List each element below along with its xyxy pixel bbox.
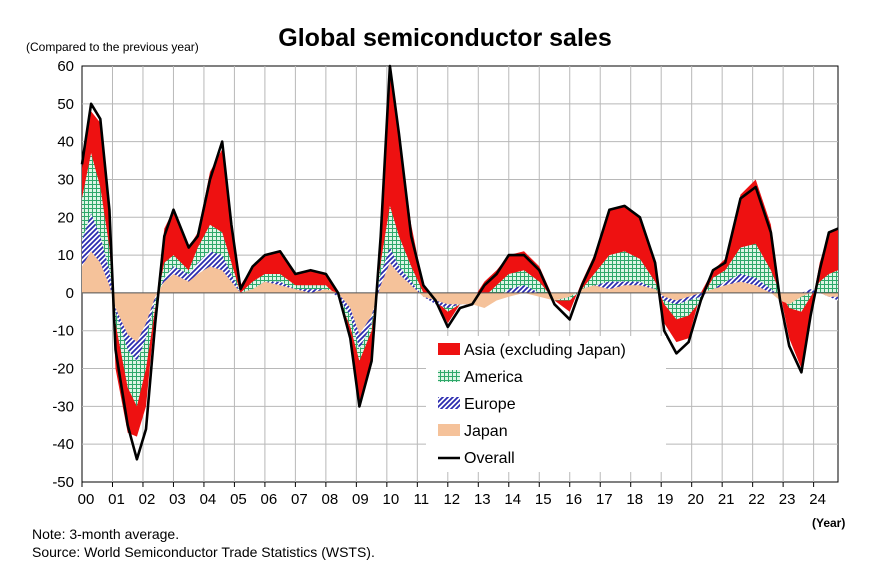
x-tick-label: 03 xyxy=(169,491,186,508)
x-tick-label: 01 xyxy=(108,491,125,508)
x-tick-label: 11 xyxy=(414,491,430,508)
x-tick-label: 15 xyxy=(535,491,552,508)
x-tick-label: 16 xyxy=(565,491,582,508)
x-tick-label: 12 xyxy=(443,491,460,508)
legend-overall-label: Overall xyxy=(464,450,515,467)
overall-line xyxy=(80,64,839,461)
x-tick-label: 10 xyxy=(382,491,399,508)
y-tick-label: -30 xyxy=(52,398,74,415)
y-tick-label: 50 xyxy=(57,96,74,113)
japan-area xyxy=(82,251,838,343)
y-tick-label: 40 xyxy=(57,134,74,151)
x-tick-label: 08 xyxy=(322,491,339,508)
stacked-areas xyxy=(82,73,838,437)
y-tick-label: 10 xyxy=(57,247,74,264)
x-tick-label: 20 xyxy=(687,491,704,508)
x-tick-label: 05 xyxy=(230,491,247,508)
chart-title: Global semiconductor sales xyxy=(278,24,612,52)
x-tick-label: 04 xyxy=(200,491,217,508)
y-tick-label: -50 xyxy=(52,474,74,491)
x-axis-label: (Year) xyxy=(812,516,846,530)
y-tick-label: 0 xyxy=(66,285,74,302)
x-tick-label: 13 xyxy=(474,491,491,508)
x-tick-label: 02 xyxy=(139,491,156,508)
x-tick-label: 23 xyxy=(779,491,796,508)
legend: Asia (excluding Japan) America Europe Japan… xyxy=(426,336,666,472)
legend-box xyxy=(426,336,666,472)
note-line: Note: 3-month average. xyxy=(32,526,180,542)
chart-notes: Note: 3-month average. Source: World Sem… xyxy=(32,525,375,561)
y-tick-label: -10 xyxy=(52,323,74,340)
y-tick-label: -40 xyxy=(52,436,74,453)
asia-area xyxy=(82,73,838,437)
legend-asia-label: Asia (excluding Japan) xyxy=(464,342,626,359)
x-tick-label: 24 xyxy=(809,491,826,508)
y-tick-label: 20 xyxy=(57,209,74,226)
x-tick-label: 00 xyxy=(78,491,95,508)
legend-america-swatch xyxy=(438,370,460,382)
overall-line-layer xyxy=(80,64,839,461)
x-tick-label: 06 xyxy=(261,491,278,508)
legend-europe-swatch xyxy=(438,397,460,409)
source-line: Source: World Semiconductor Trade Statis… xyxy=(32,544,375,560)
x-tick-label: 18 xyxy=(626,491,643,508)
x-tick-label: 17 xyxy=(596,491,613,508)
y-tick-label: 60 xyxy=(57,58,74,75)
legend-europe-label: Europe xyxy=(464,396,516,413)
y-tick-label: -20 xyxy=(52,361,74,378)
x-tick-label: 07 xyxy=(291,491,308,508)
legend-japan-label: Japan xyxy=(464,423,508,440)
x-tick-label: 14 xyxy=(504,491,521,508)
x-tick-label: 19 xyxy=(657,491,674,508)
x-tick-label: 22 xyxy=(748,491,765,508)
x-tick-label: 09 xyxy=(352,491,369,508)
legend-japan-swatch xyxy=(438,424,460,436)
legend-america-label: America xyxy=(464,369,523,386)
x-tick-label: 21 xyxy=(718,491,735,508)
y-axis-unit-label: (Compared to the previous year) xyxy=(26,40,199,54)
legend-asia-swatch xyxy=(438,343,460,355)
y-tick-label: 30 xyxy=(57,171,74,188)
